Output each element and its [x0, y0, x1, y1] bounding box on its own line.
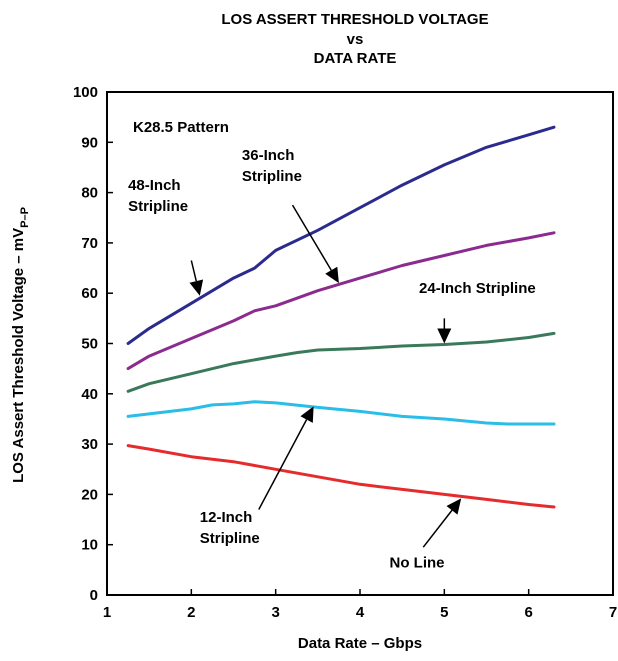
- annotation-arrow-head-0: [446, 498, 462, 515]
- x-tick-label: 6: [524, 604, 532, 621]
- y-tick-label: 50: [81, 336, 98, 353]
- series-layer: [126, 125, 556, 509]
- annotation-arrow-head-24: [437, 328, 452, 344]
- y-tick-label: 100: [73, 84, 98, 101]
- y-tick-label: 20: [81, 486, 98, 503]
- annotation-label-line: 12-Inch: [200, 509, 253, 526]
- y-tick-label: 60: [81, 285, 98, 302]
- annotation-label-line: 48-Inch: [128, 177, 181, 194]
- annotation-label-48: 48-Inch Stripline: [128, 177, 188, 215]
- y-tick-label: 90: [81, 134, 98, 151]
- y-axis: 0 10 20 30 40 50 60 70 80 90 100: [73, 84, 113, 604]
- annotation-label-24: 24-Inch Stripline: [419, 280, 536, 297]
- annotation-label-12: 12-Inch Stripline: [200, 509, 260, 547]
- pattern-label: K28.5 Pattern: [133, 119, 229, 136]
- y-axis-label-subscript: P–P: [19, 207, 31, 228]
- series-line-0: [126, 444, 556, 509]
- annotation-arrow-head-48: [189, 279, 204, 296]
- series-line-36: [126, 231, 556, 371]
- y-tick-label: 30: [81, 436, 98, 453]
- y-axis-label: LOS Assert Threshold Voltage – mVP–P: [10, 207, 31, 483]
- x-tick-label: 4: [356, 604, 365, 621]
- x-tick-label: 5: [440, 604, 448, 621]
- y-axis-label-main: LOS Assert Threshold Voltage – mV: [10, 228, 27, 483]
- series-line-12: [126, 400, 556, 426]
- y-tick-label: 40: [81, 386, 98, 403]
- annotation-label-36: 36-Inch Stripline: [242, 147, 302, 185]
- x-tick-label: 3: [271, 604, 279, 621]
- annotation-label-line: No Line: [390, 554, 445, 571]
- annotation-label-line: Stripline: [200, 530, 260, 547]
- x-axis-label: Data Rate – Gbps: [298, 635, 422, 652]
- annotation-arrow-shaft-12: [258, 419, 308, 510]
- series-line-48: [126, 125, 556, 345]
- annotation-arrow-head-12: [300, 406, 314, 423]
- x-tick-label: 7: [609, 604, 617, 621]
- annotation-layer: 48-Inch Stripline 36-Inch Stripline 24-Inch …: [128, 147, 536, 571]
- annotation-arrow-shaft-0: [422, 509, 453, 548]
- annotation-label-line: Stripline: [128, 198, 188, 215]
- annotation-label-line: 24-Inch Stripline: [419, 280, 536, 297]
- chart-title-line-1: LOS ASSERT THRESHOLD VOLTAGE: [221, 11, 488, 28]
- x-tick-label: 1: [103, 604, 111, 621]
- annotation-arrow-head-36: [325, 266, 339, 284]
- annotation-label-line: 36-Inch: [242, 147, 295, 164]
- y-tick-label: 0: [90, 587, 98, 604]
- chart-title: LOS ASSERT THRESHOLD VOLTAGE vs DATA RAT…: [221, 11, 488, 67]
- y-tick-label: 70: [81, 235, 98, 252]
- x-axis: 1 2 3 4 5 6 7: [103, 589, 617, 621]
- y-tick-label: 10: [81, 537, 98, 554]
- annotation-arrow-shaft-48: [190, 260, 198, 282]
- annotation-label-line: Stripline: [242, 168, 302, 185]
- annotation-arrow-shaft-36: [291, 204, 332, 271]
- y-tick-label: 80: [81, 185, 98, 202]
- annotation-label-0: No Line: [390, 554, 445, 571]
- series-line-24: [126, 331, 556, 393]
- x-tick-label: 2: [187, 604, 195, 621]
- chart-title-line-3: DATA RATE: [314, 50, 397, 67]
- chart-title-line-2: vs: [347, 31, 364, 48]
